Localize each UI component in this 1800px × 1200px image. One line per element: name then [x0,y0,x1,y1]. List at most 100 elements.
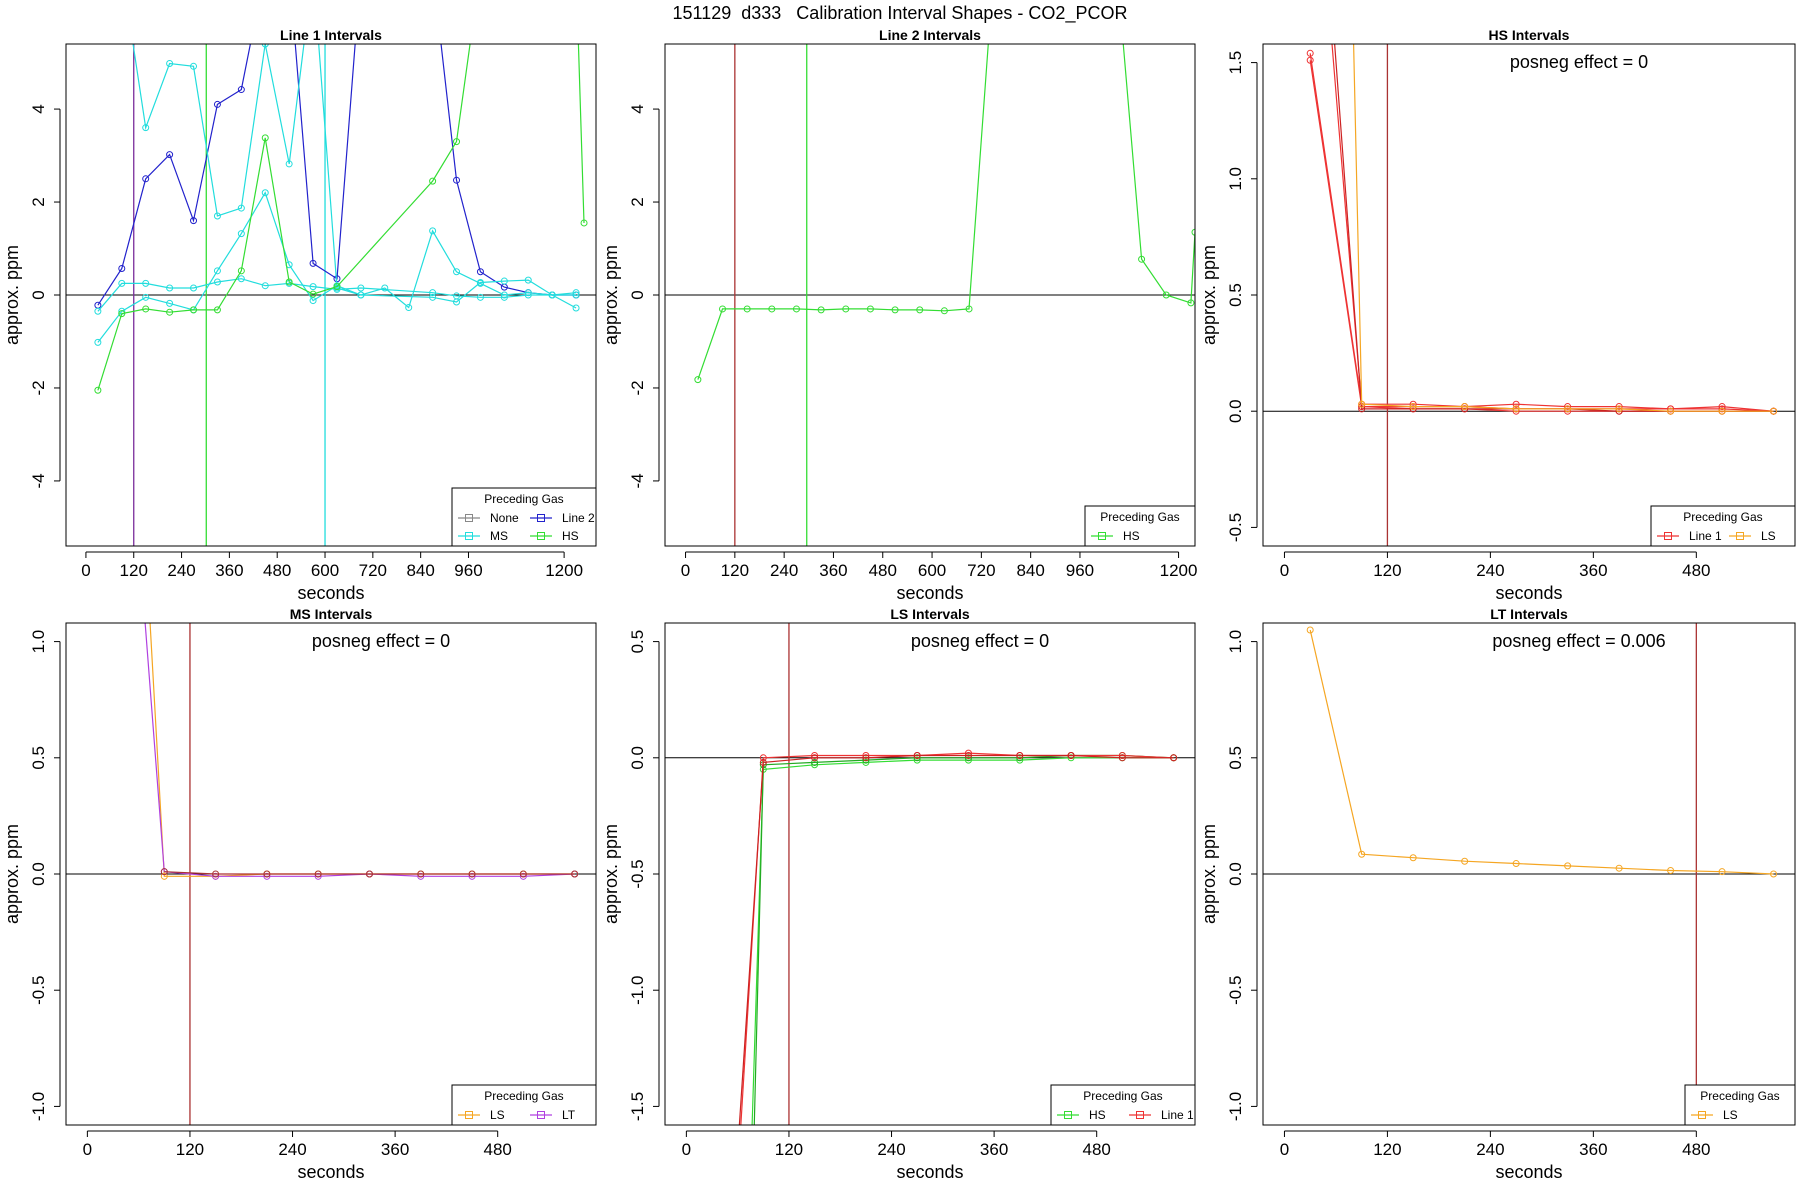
x-axis-label: seconds [297,1162,364,1182]
x-tick-label: 360 [381,1140,409,1159]
x-tick-label: 480 [1083,1140,1111,1159]
y-tick-label: -0.5 [628,859,647,888]
series-line [751,757,1174,1125]
x-tick-label: 120 [1373,561,1401,580]
legend-swatch-marker [465,514,473,522]
data-point [1409,405,1417,413]
series-line [164,871,575,875]
series-line [97,44,585,391]
data-point [190,62,198,70]
data-point [237,230,245,238]
plot-frame [1262,622,1796,1126]
data-point [842,305,850,313]
data-point [1358,400,1366,408]
legend-box [1050,1084,1196,1126]
data-point [524,276,532,284]
x-tick-label: 360 [215,561,243,580]
panel-5: LS Intervals 0 120 240 360 480 -1.5 -1.0 -0.5 0.0… [601,606,1196,1182]
data-point [417,872,425,880]
plot-frame [1262,43,1796,547]
y-tick-label: 4 [628,104,647,113]
plot-area [1263,623,1795,1125]
legend-swatch-marker [465,532,473,540]
series-line [740,752,1174,1125]
page-title: 151129 d333 Calibration Interval Shapes … [672,3,1128,23]
data-point [1770,407,1778,415]
x-axis-label: seconds [297,583,364,603]
y-tick-label: 2 [29,197,48,206]
legend-label: LT [562,1108,576,1122]
x-tick-label: 0 [681,561,690,580]
x-tick-label: 120 [1373,1140,1401,1159]
legend: Preceding Gas None Line 2 MS HS [451,487,597,547]
data-point [94,301,102,309]
data-point [913,754,921,762]
data-point [429,293,437,301]
data-point [1461,405,1469,413]
series-line [1353,44,1774,412]
y-tick-label: -2 [29,380,48,395]
data-point [1667,407,1675,415]
panel-title: LS Intervals [890,606,970,622]
legend-title: Preceding Gas [1100,510,1179,524]
y-tick-label: 0.0 [1226,862,1245,886]
data-point [476,279,484,287]
data-point [1718,405,1726,413]
data-point [237,204,245,212]
y-tick-label: -1.0 [1226,1092,1245,1121]
data-point [1615,864,1623,872]
y-tick-label: 1.0 [1226,630,1245,654]
data-point [309,283,317,291]
y-tick-label: 1.0 [29,630,48,654]
data-point [1667,867,1675,875]
data-point [190,284,198,292]
data-point [453,268,461,276]
data-point [333,283,341,291]
data-point [429,177,437,185]
legend-swatch-marker [1064,1111,1072,1119]
x-tick-label: 480 [1682,1140,1710,1159]
series-line [144,623,575,877]
x-tick-label: 480 [869,561,897,580]
data-point [747,1173,753,1179]
data-point [142,293,150,301]
panel-title: Line 1 Intervals [280,27,382,43]
data-point [913,756,921,764]
data-point [964,756,972,764]
y-tick-label: 1.0 [1226,167,1245,191]
legend-label: LS [490,1108,505,1122]
y-tick-label: 0.5 [1226,283,1245,307]
data-point [1409,400,1417,408]
legend-label: HS [1089,1108,1106,1122]
data-point [314,870,322,878]
data-point [792,305,800,313]
data-point [1615,405,1623,413]
series-line [132,44,577,309]
data-point [142,305,150,313]
data-point [1615,403,1623,411]
data-point [811,758,819,766]
y-tick-label: 0.5 [628,630,647,654]
posneg-annotation: posneg effect = 0 [1510,52,1648,72]
data-point [500,291,508,299]
data-point [891,306,899,314]
legend-swatch-marker [1098,532,1106,540]
data-point [500,277,508,285]
data-point [964,754,972,762]
posneg-annotation: posneg effect = 0 [911,631,1049,651]
x-tick-label: 480 [1682,561,1710,580]
legend: Preceding Gas LS LT [451,1084,597,1126]
series-line [1309,53,1774,412]
data-point [213,212,221,220]
data-point [524,291,532,299]
panel-title: MS Intervals [290,606,373,622]
data-point [261,189,269,197]
data-point [94,338,102,346]
data-point [759,754,767,762]
x-tick-label: 120 [721,561,749,580]
y-tick-label: 0.5 [29,746,48,770]
plot-area [665,44,1195,546]
legend-label: LS [1761,529,1776,543]
data-point [571,870,579,878]
